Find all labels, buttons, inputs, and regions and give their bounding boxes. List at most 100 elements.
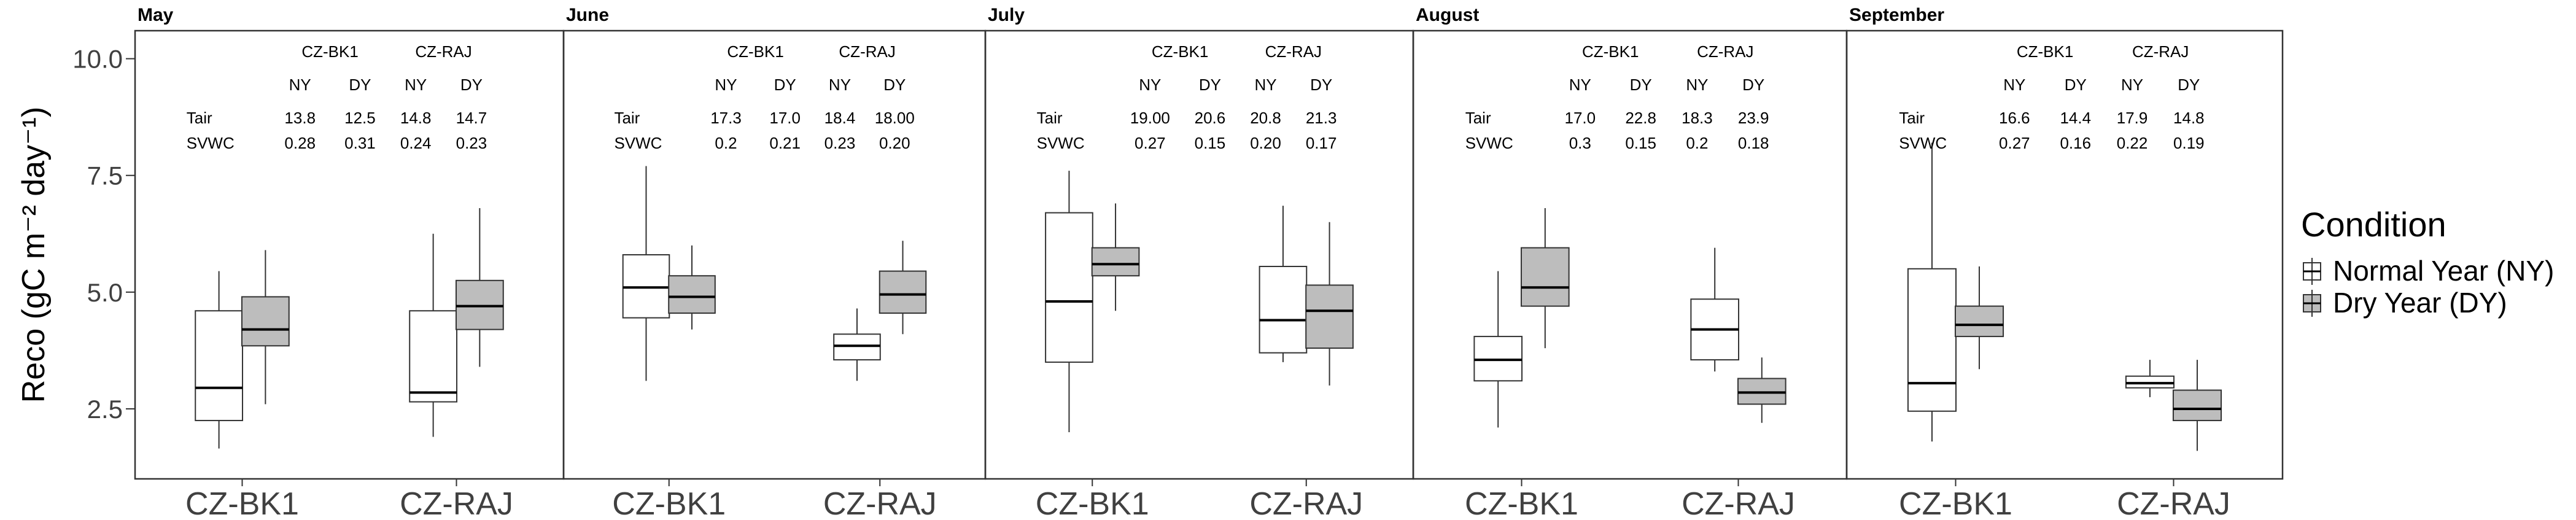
table-condition-header: DY	[1630, 76, 1652, 94]
box-iqr	[409, 310, 458, 403]
box-cz-bk1-dy	[1091, 203, 1140, 311]
table-cell-tair: 20.6	[1195, 109, 1226, 127]
table-cell-tair: 21.3	[1306, 109, 1337, 127]
box-iqr	[1520, 247, 1570, 307]
box-cz-raj-ny	[1259, 206, 1308, 362]
panel-june: June CZ-BK1 CZ-RAJ CZ-BK1 CZ-RAJ NY DY NY DY Tair…	[562, 5, 987, 520]
y-tick-label: 5.0	[87, 278, 123, 307]
panel-july: July CZ-BK1 CZ-RAJ CZ-BK1 CZ-RAJ NY DY NY DY Tair…	[984, 5, 1414, 520]
legend-item-label: Normal Year (NY)	[2333, 255, 2554, 287]
box-cz-bk1-ny	[1907, 142, 1957, 442]
table-condition-header: DY	[349, 76, 371, 94]
box-cz-raj-dy	[455, 208, 504, 367]
table-cell-tair: 14.8	[400, 109, 432, 127]
box-cz-raj-ny	[1690, 247, 1740, 372]
box-cz-bk1-ny	[622, 166, 670, 381]
table-cell-tair: 16.6	[1999, 109, 2030, 127]
table-cell-tair: 18.3	[1682, 109, 1713, 127]
table-row-label: SVWC	[1465, 134, 1513, 152]
table-condition-header: DY	[1310, 76, 1332, 94]
box-cz-raj-ny	[409, 233, 458, 437]
box-iqr	[1045, 212, 1093, 363]
legend: Condition Normal Year (NY)Dry Year (DY)	[2301, 205, 2554, 319]
table-cell-svwc: 0.17	[1306, 134, 1337, 152]
inset-table: CZ-BK1 CZ-RAJ NY DY NY DY Tair SVWC 19.00 0.27 20.…	[1037, 42, 1337, 152]
table-cell-tair: 20.8	[1250, 109, 1281, 127]
x-category-label: CZ-RAJ	[823, 486, 937, 520]
table-cell-tair: 18.4	[824, 109, 856, 127]
table-cell-tair: 23.9	[1738, 109, 1769, 127]
panel-border	[1412, 29, 1848, 480]
legend-swatch	[2303, 290, 2321, 317]
table-condition-header: DY	[1742, 76, 1764, 94]
table-row-label: SVWC	[187, 134, 235, 152]
table-cell-tair: 14.4	[2060, 109, 2091, 127]
table-row-label: SVWC	[1899, 134, 1947, 152]
inset-table: CZ-BK1 CZ-RAJ NY DY NY DY Tair SVWC 17.0 0.3 22.8 0…	[1465, 42, 1769, 152]
table-row-label: Tair	[1899, 109, 1925, 127]
box-iqr	[1091, 247, 1140, 277]
table-cell-svwc: 0.2	[1686, 134, 1708, 152]
table-cell-svwc: 0.27	[1999, 134, 2030, 152]
table-cell-svwc: 0.15	[1625, 134, 1656, 152]
table-row-label: Tair	[1465, 109, 1491, 127]
box-cz-bk1-ny	[1045, 171, 1093, 432]
box-iqr	[195, 310, 244, 421]
table-cell-tair: 17.9	[2117, 109, 2148, 127]
table-condition-header: NY	[1686, 76, 1708, 94]
table-station-header: CZ-BK1	[727, 42, 783, 61]
table-condition-header: NY	[1254, 76, 1276, 94]
table-station-header: CZ-BK1	[301, 42, 358, 61]
table-cell-svwc: 0.27	[1135, 134, 1166, 152]
table-cell-svwc: 0.3	[1569, 134, 1591, 152]
table-cell-svwc: 0.2	[715, 134, 737, 152]
box-cz-raj-dy	[2172, 360, 2222, 451]
table-station-header: CZ-BK1	[2017, 42, 2073, 61]
table-cell-svwc: 0.23	[824, 134, 856, 152]
box-iqr	[1259, 266, 1308, 354]
legend-title: Condition	[2301, 205, 2446, 244]
table-condition-header: NY	[289, 76, 311, 94]
box-cz-bk1-dy	[1954, 266, 2004, 370]
table-cell-svwc: 0.18	[1738, 134, 1769, 152]
inset-table: CZ-BK1 CZ-RAJ NY DY NY DY Tair SVWC 13.8 0.28 12.5…	[187, 42, 487, 152]
table-cell-tair: 17.3	[710, 109, 742, 127]
table-cell-svwc: 0.15	[1195, 134, 1226, 152]
box-iqr	[1305, 284, 1354, 349]
box-iqr	[668, 275, 716, 314]
x-category-label: CZ-RAJ	[1682, 486, 1795, 520]
x-category-label: CZ-BK1	[1036, 486, 1149, 520]
month-panels: May CZ-BK1 CZ-RAJ CZ-BK1 CZ-RAJ NY DY NY DY Tair S…	[134, 5, 2284, 520]
table-cell-tair: 14.8	[2173, 109, 2205, 127]
table-condition-header: DY	[2065, 76, 2087, 94]
y-axis-label: Reco (gC m⁻² day⁻¹)	[16, 107, 52, 403]
box-cz-bk1-dy	[1520, 208, 1570, 349]
box-cz-raj-dy	[1737, 357, 1787, 423]
table-condition-header: NY	[829, 76, 851, 94]
table-cell-svwc: 0.22	[2117, 134, 2148, 152]
table-condition-header: NY	[2003, 76, 2025, 94]
table-condition-header: NY	[405, 76, 427, 94]
box-iqr	[2172, 389, 2222, 421]
table-condition-header: DY	[2178, 76, 2200, 94]
x-category-label: CZ-RAJ	[1249, 486, 1363, 520]
table-cell-svwc: 0.20	[879, 134, 910, 152]
panel-may: May CZ-BK1 CZ-RAJ CZ-BK1 CZ-RAJ NY DY NY DY Tair S…	[134, 5, 565, 520]
box-iqr	[879, 270, 927, 314]
table-condition-header: DY	[883, 76, 906, 94]
table-cell-svwc: 0.31	[344, 134, 376, 152]
table-row-label: Tair	[1037, 109, 1063, 127]
table-cell-svwc: 0.20	[1250, 134, 1281, 152]
table-cell-tair: 17.0	[769, 109, 801, 127]
table-condition-header: NY	[2121, 76, 2143, 94]
table-row-label: Tair	[187, 109, 212, 127]
panel-title: June	[566, 5, 609, 25]
x-category-label: CZ-BK1	[1465, 486, 1578, 520]
table-row-label: SVWC	[1037, 134, 1085, 152]
table-cell-tair: 14.7	[456, 109, 487, 127]
panel-title: May	[138, 5, 174, 25]
x-category-label: CZ-RAJ	[2117, 486, 2230, 520]
table-cell-svwc: 0.19	[2173, 134, 2205, 152]
table-station-header: CZ-BK1	[1152, 42, 1208, 61]
